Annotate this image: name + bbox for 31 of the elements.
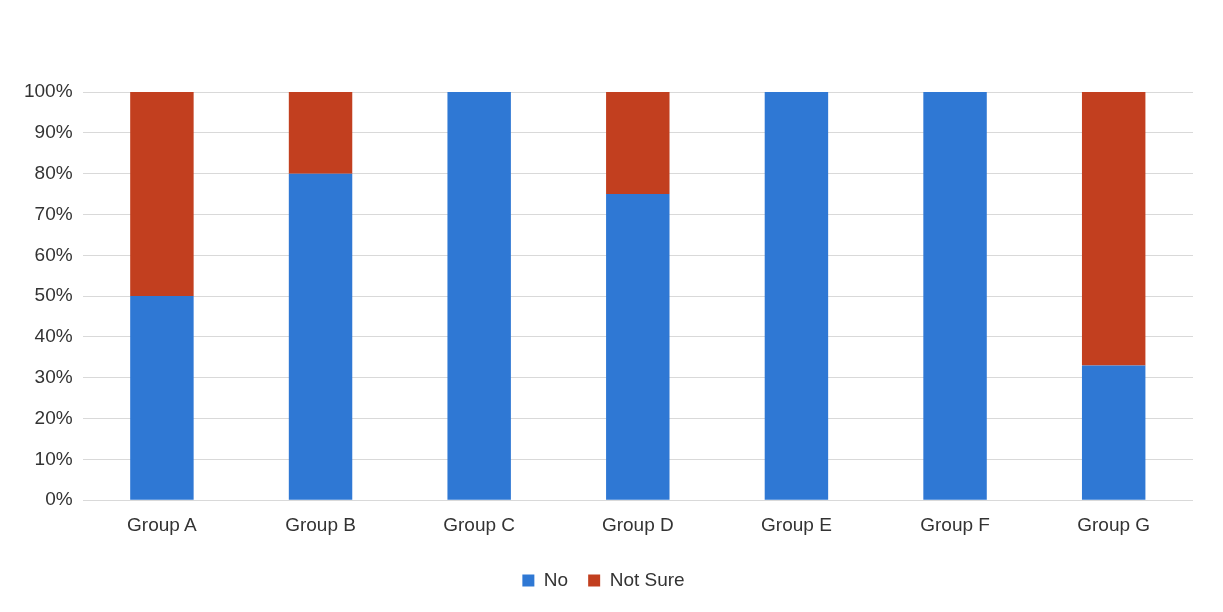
x-tick-label: Group A [127, 513, 198, 535]
bar [447, 92, 511, 500]
bar [923, 92, 987, 500]
y-tick-label: 90% [34, 121, 73, 143]
x-tick-label: Group C [443, 513, 516, 535]
legend-label: Not Sure [609, 568, 685, 590]
y-tick-label: 80% [34, 161, 73, 183]
bar [764, 92, 829, 500]
bar [130, 296, 194, 500]
x-tick-label: Group E [761, 513, 832, 535]
x-tick-label: Group D [601, 513, 674, 535]
bar [1081, 92, 1146, 366]
bar [130, 92, 194, 297]
x-tick-label: Group F [920, 513, 990, 535]
bar [1081, 365, 1146, 500]
legend-label: No [543, 568, 569, 590]
y-tick-label: 60% [34, 243, 73, 265]
bar [288, 92, 353, 174]
y-tick-label: 10% [34, 447, 73, 469]
y-tick-label: 40% [34, 325, 73, 347]
bar [606, 194, 670, 500]
y-tick-label: 50% [34, 284, 73, 306]
bar [288, 173, 353, 500]
y-tick-label: 100% [23, 80, 73, 102]
bar [606, 92, 670, 195]
x-tick-label: Group B [285, 513, 356, 535]
y-tick-label: 70% [34, 202, 73, 224]
y-tick-label: 20% [34, 406, 73, 428]
x-tick-label: Group G [1077, 513, 1151, 535]
y-tick-label: 30% [34, 365, 73, 387]
y-tick-label: 0% [45, 488, 73, 510]
